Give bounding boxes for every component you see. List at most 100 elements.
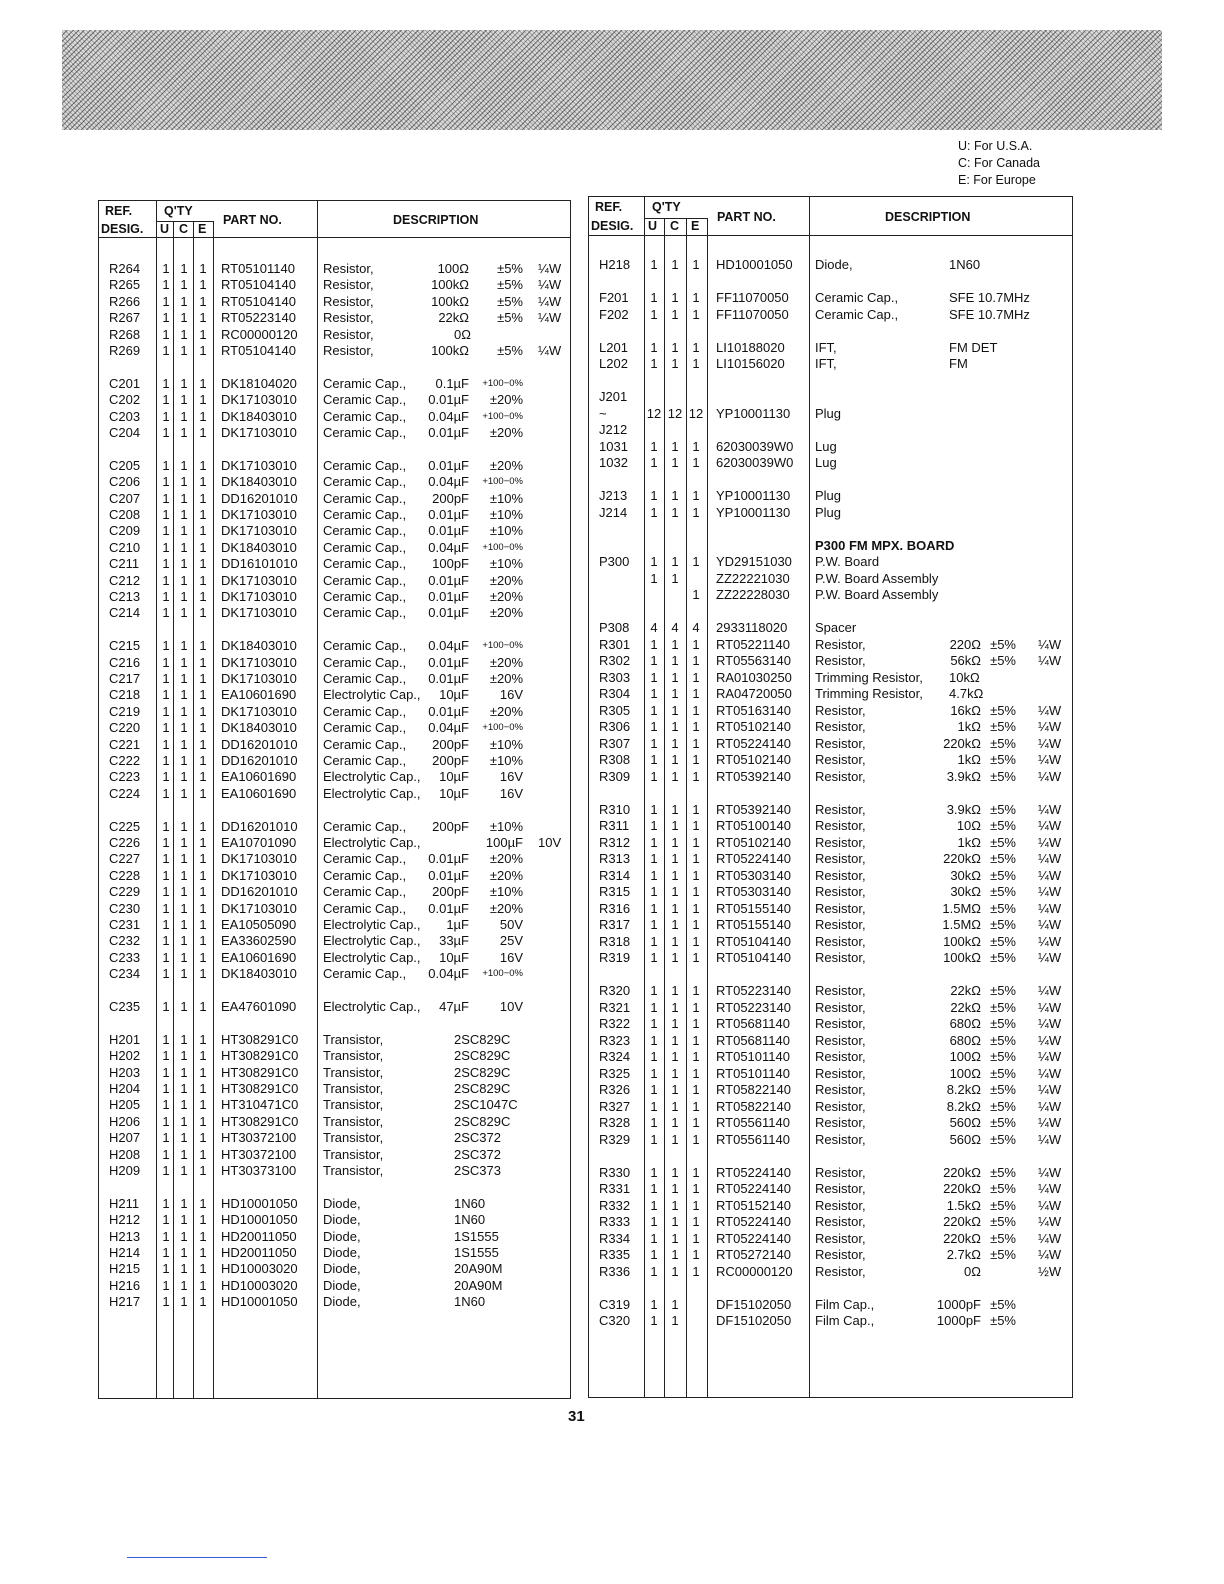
ref-designator: H204 [109, 1081, 141, 1096]
value: 1.5MΩ [942, 917, 981, 932]
qty-divider [644, 218, 707, 219]
value: 1.5kΩ [946, 1197, 981, 1213]
part-number: DF15102050 [716, 1296, 792, 1312]
table-row: C223 1 1 1 EA10601690 Electrolytic Cap., 10µF 1… [99, 769, 570, 785]
part-number: RT05563140 [716, 653, 791, 668]
qty-u: 1 [162, 884, 170, 900]
ref-designator: C204 [109, 425, 141, 440]
qty-c: 1 [671, 1197, 679, 1213]
ref-designator: R322 [599, 1016, 631, 1031]
qty-c: 1 [180, 556, 188, 572]
qty-u: 1 [162, 1146, 170, 1162]
description: Resistor, [815, 1263, 866, 1279]
qty-u: 1 [650, 1230, 658, 1246]
qty-e: 1 [692, 834, 700, 850]
part-number: HT30372100 [221, 1146, 297, 1162]
part-number: RT05561140 [716, 1115, 790, 1130]
qty-u: 1 [162, 293, 170, 309]
table-row: H216 1 1 1 HD10003020 Diode, 20A90M [99, 1278, 570, 1294]
part-number: DK17103010 [221, 523, 297, 539]
ref-designator: H209 [109, 1163, 141, 1178]
part-number: DK18403010 [221, 638, 297, 654]
part-number: DK17103010 [221, 425, 297, 440]
qty-u: 1 [650, 1296, 658, 1312]
table-row: R267 1 1 1 RT05223140 Resistor, 22kΩ ±5% ¼W [99, 310, 570, 326]
qty-u: 1 [162, 1228, 170, 1244]
qty-e: 1 [692, 488, 700, 503]
qty-c: 1 [671, 735, 679, 751]
table-row: H205 1 1 1 HT310471C0 Transistor, 2SC1047C [99, 1097, 570, 1113]
ref-designator: H201 [109, 1031, 141, 1047]
description: Resistor, [815, 636, 866, 652]
tolerance: +100−0% [482, 377, 523, 389]
part-number: HD10001050 [221, 1195, 298, 1211]
description: Resistor, [815, 1065, 866, 1081]
tolerance: +100−0% [482, 722, 523, 734]
description: Ceramic Cap., [815, 290, 899, 305]
qty-e: 1 [692, 851, 700, 866]
qty-u: 1 [650, 768, 658, 784]
qty-c: 1 [180, 539, 188, 555]
qty-e: 1 [199, 1245, 207, 1260]
qty-e: 1 [692, 702, 700, 718]
part-number: DK17103010 [221, 851, 297, 867]
ref-designator: R335 [599, 1247, 631, 1262]
value: 33µF [439, 933, 469, 949]
value: 1000pF [936, 1313, 981, 1328]
description: Lug [815, 455, 837, 470]
table-row: R328 1 1 1 RT05561140 Resistor, 560Ω ±5% ¼W [589, 1115, 1072, 1131]
qty-u: 1 [650, 702, 658, 718]
ref-designator: ~ [599, 405, 607, 421]
qty-e: 1 [199, 687, 207, 703]
tolerance: 16V [499, 949, 523, 965]
qty-e: 1 [199, 457, 207, 473]
qty-e: 1 [199, 753, 207, 768]
part-number: HD10003020 [221, 1261, 298, 1277]
qty-e: 1 [199, 638, 207, 654]
value: 56kΩ [950, 653, 981, 668]
value: 0.1µF [435, 375, 469, 391]
part-number: RT05100140 [716, 818, 791, 833]
part-number: ZZ22228030 [716, 587, 790, 602]
part-number: RT05392140 [716, 801, 791, 817]
wattage: ¼W [1038, 752, 1062, 767]
qty-e: 1 [199, 310, 207, 326]
part-number: FF11070050 [716, 290, 789, 305]
value: 4.7kΩ [949, 686, 984, 701]
part-number: RT05224140 [716, 1230, 791, 1246]
part-number: YP10001130 [716, 488, 791, 503]
qty-e: 1 [199, 966, 207, 982]
value: 220kΩ [943, 735, 981, 751]
qty-e: 4 [692, 620, 700, 635]
tolerance: 50V [499, 917, 523, 932]
table-row: H203 1 1 1 HT308291C0 Transistor, 2SC829C [99, 1065, 570, 1081]
qty-c: 1 [180, 884, 188, 900]
ref-designator: R312 [599, 834, 631, 850]
qty-c: 1 [180, 1294, 188, 1310]
part-number: RT05224140 [716, 1214, 791, 1229]
value: 0.01µF [428, 425, 469, 440]
value: 8.2kΩ [946, 1098, 981, 1114]
tolerance: +100−0% [482, 541, 523, 553]
table-row: C207 1 1 1 DD16201010 Ceramic Cap., 200pF ±10% [99, 491, 570, 507]
ref-designator: H211 [109, 1195, 140, 1211]
value: 10kΩ [949, 669, 980, 685]
ref-designator: J214 [599, 504, 628, 520]
table-row: R324 1 1 1 RT05101140 Resistor, 100Ω ±5% ¼W [589, 1049, 1072, 1065]
table-row: C210 1 1 1 DK18403010 Ceramic Cap., 0.04µF +100… [99, 540, 570, 556]
tolerance: ±20% [489, 654, 523, 670]
qty-u: 1 [650, 801, 658, 817]
ref-designator: H207 [109, 1130, 141, 1146]
qty-c: 1 [671, 1032, 679, 1048]
qty-e: 1 [692, 653, 700, 668]
tolerance: ±5% [990, 834, 1016, 850]
qty-u: 1 [650, 356, 658, 371]
wattage: ¼W [538, 293, 562, 309]
tolerance: ±5% [990, 950, 1016, 965]
qty-e: 1 [199, 556, 207, 572]
description: Diode, [323, 1228, 361, 1244]
description: Transistor, [323, 1081, 384, 1096]
table-row: R334 1 1 1 RT05224140 Resistor, 220kΩ ±5% ¼W [589, 1231, 1072, 1247]
value: 0.04µF [428, 720, 469, 736]
qty-e: 1 [692, 1082, 700, 1097]
